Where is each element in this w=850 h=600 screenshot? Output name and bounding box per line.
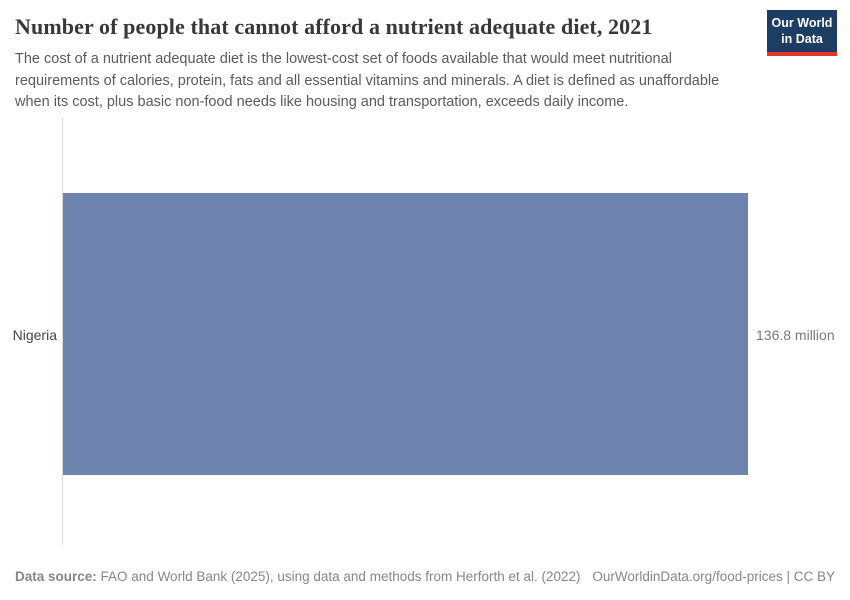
owid-logo-line1: Our World — [771, 16, 833, 30]
value-label-nigeria: 136.8 million — [756, 327, 835, 343]
owid-url-link[interactable]: OurWorldinData.org/food-prices | CC BY — [592, 569, 835, 584]
y-axis-line — [62, 118, 63, 545]
chart-subtitle: The cost of a nutrient adequate diet is … — [15, 51, 720, 111]
page-title: Number of people that cannot afford a nu… — [15, 14, 653, 39]
bar-nigeria[interactable] — [63, 193, 748, 475]
data-source-note: Data source: FAO and World Bank (2025), … — [15, 568, 581, 586]
data-source-text: FAO and World Bank (2025), using data an… — [96, 569, 581, 584]
owid-logo-line2: in Data — [781, 31, 823, 46]
data-source-label: Data source: — [15, 569, 97, 584]
chart-footer: Data source: FAO and World Bank (2025), … — [0, 558, 850, 600]
chart-header: Number of people that cannot afford a nu… — [0, 0, 850, 114]
entity-label-nigeria: Nigeria — [12, 327, 57, 343]
owid-logo: Our World in Data — [767, 10, 837, 57]
